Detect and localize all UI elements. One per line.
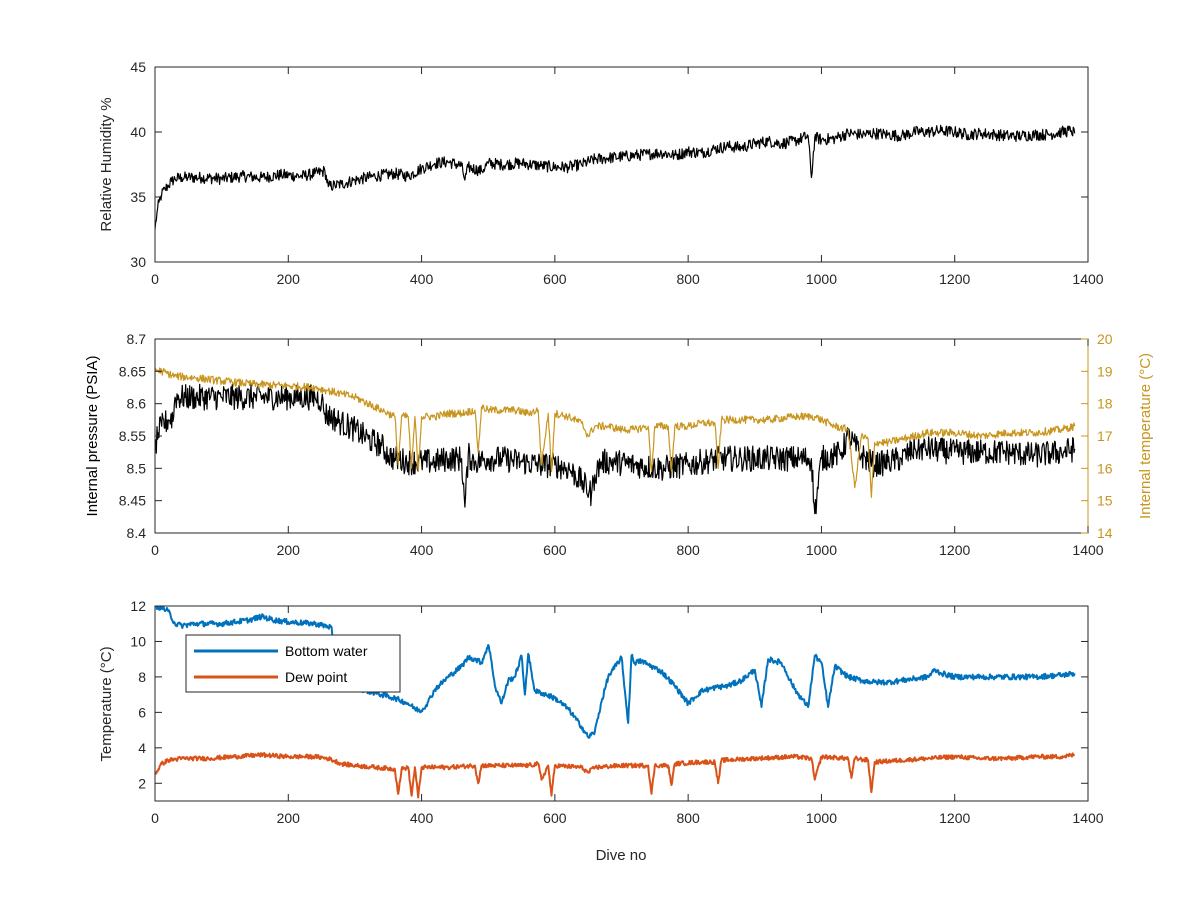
pressure-series-layer <box>155 367 1076 515</box>
y-tick-label: 6 <box>138 704 146 720</box>
x-tick-label: 0 <box>151 271 159 287</box>
x-tick-label: 1000 <box>806 271 837 287</box>
right-y-tick-label: 14 <box>1097 525 1113 541</box>
humidity-x-ticks: 0 200 400 600 800 1000 1200 1400 <box>151 67 1104 287</box>
humidity-panel: 0 200 400 600 800 1000 1200 1400 30 35 40 45 Relat… <box>98 59 1104 287</box>
humidity-y-axis-label: Relative Humidity % <box>98 97 115 231</box>
x-tick-label: 200 <box>277 542 301 558</box>
legend-label-bottom-water: Bottom water <box>285 643 368 659</box>
right-y-tick-label: 16 <box>1097 460 1113 476</box>
x-tick-label: 600 <box>543 271 567 287</box>
right-y-tick-label: 20 <box>1097 331 1113 347</box>
x-tick-label: 1400 <box>1072 271 1103 287</box>
right-y-tick-label: 18 <box>1097 396 1113 412</box>
dew-point-line <box>155 752 1075 799</box>
right-y-tick-label: 19 <box>1097 363 1113 379</box>
y-tick-label: 12 <box>130 598 146 614</box>
y-tick-label: 8.6 <box>127 396 147 412</box>
x-tick-label: 1000 <box>806 810 837 826</box>
x-tick-label: 1200 <box>939 271 970 287</box>
y-tick-label: 8.65 <box>119 363 146 379</box>
y-tick-label: 4 <box>138 740 146 756</box>
x-tick-label: 1200 <box>939 810 970 826</box>
y-tick-label: 8.45 <box>119 493 146 509</box>
x-tick-label: 1000 <box>806 542 837 558</box>
y-tick-label: 30 <box>130 254 146 270</box>
pressure-series-0-line <box>155 383 1076 515</box>
x-tick-label: 1200 <box>939 542 970 558</box>
y-tick-label: 2 <box>138 775 146 791</box>
pressure-y-ticks: 8.4 8.45 8.5 8.55 8.6 8.65 8.7 <box>119 331 162 541</box>
temperature-y-ticks: 2 4 6 8 10 12 <box>130 598 1088 791</box>
legend-box <box>185 634 401 693</box>
temperature-x-ticks: 0 200 400 600 800 1000 1200 1400 <box>151 606 1104 826</box>
bottom-water-line <box>155 606 1076 739</box>
y-tick-label: 40 <box>130 124 146 140</box>
x-tick-label: 400 <box>410 271 434 287</box>
humidity-plot-frame <box>154 66 1089 263</box>
right-y-tick-label: 15 <box>1097 493 1113 509</box>
y-tick-label: 8 <box>138 669 146 685</box>
humidity-series-0-line <box>155 124 1076 230</box>
internal-temperature-y-axis-label: Internal temperature (°C) <box>1137 353 1154 519</box>
y-tick-label: 8.7 <box>127 331 147 347</box>
y-tick-label: 8.55 <box>119 428 146 444</box>
x-tick-label: 600 <box>543 542 567 558</box>
x-tick-label: 1400 <box>1072 542 1103 558</box>
x-tick-label: 200 <box>277 271 301 287</box>
temperature-plot-frame <box>154 605 1089 802</box>
y-tick-label: 45 <box>130 59 146 75</box>
humidity-y-ticks: 30 35 40 45 <box>130 59 1088 270</box>
pressure-x-ticks: 0 200 400 600 800 1000 1200 1400 <box>151 339 1104 558</box>
pressure-panel: 0 200 400 600 800 1000 1200 1400 8.4 8.45 8.5 8.55… <box>84 331 1154 558</box>
y-tick-label: 10 <box>130 633 146 649</box>
legend: Bottom water Dew point <box>185 634 401 693</box>
y-tick-label: 8.4 <box>127 525 147 541</box>
x-tick-label: 600 <box>543 810 567 826</box>
x-tick-label: 400 <box>410 542 434 558</box>
x-tick-label: 0 <box>151 810 159 826</box>
x-tick-label: 200 <box>277 810 301 826</box>
x-tick-label: 400 <box>410 810 434 826</box>
right-y-tick-label: 17 <box>1097 428 1113 444</box>
x-tick-label: 0 <box>151 542 159 558</box>
pressure-right-y-ticks: 14 15 16 17 18 19 20 <box>1081 331 1113 541</box>
pressure-series-1-line <box>155 367 1076 498</box>
legend-label-dew-point: Dew point <box>285 669 347 685</box>
temperature-series-layer <box>155 606 1076 799</box>
pressure-y-axis-label: Internal pressure (PSIA) <box>84 356 101 517</box>
temperature-y-axis-label: Temperature (°C) <box>98 646 115 761</box>
x-tick-label: 1400 <box>1072 810 1103 826</box>
humidity-series-layer <box>155 124 1076 230</box>
x-tick-label: 800 <box>676 271 700 287</box>
x-axis-label: Dive no <box>596 847 647 864</box>
temperature-panel: 0 200 400 600 800 1000 1200 1400 2 4 6 8 10 12 Tempe… <box>98 598 1104 864</box>
y-tick-label: 8.5 <box>127 460 147 476</box>
y-tick-label: 35 <box>130 189 146 205</box>
x-tick-label: 800 <box>676 542 700 558</box>
x-tick-label: 800 <box>676 810 700 826</box>
